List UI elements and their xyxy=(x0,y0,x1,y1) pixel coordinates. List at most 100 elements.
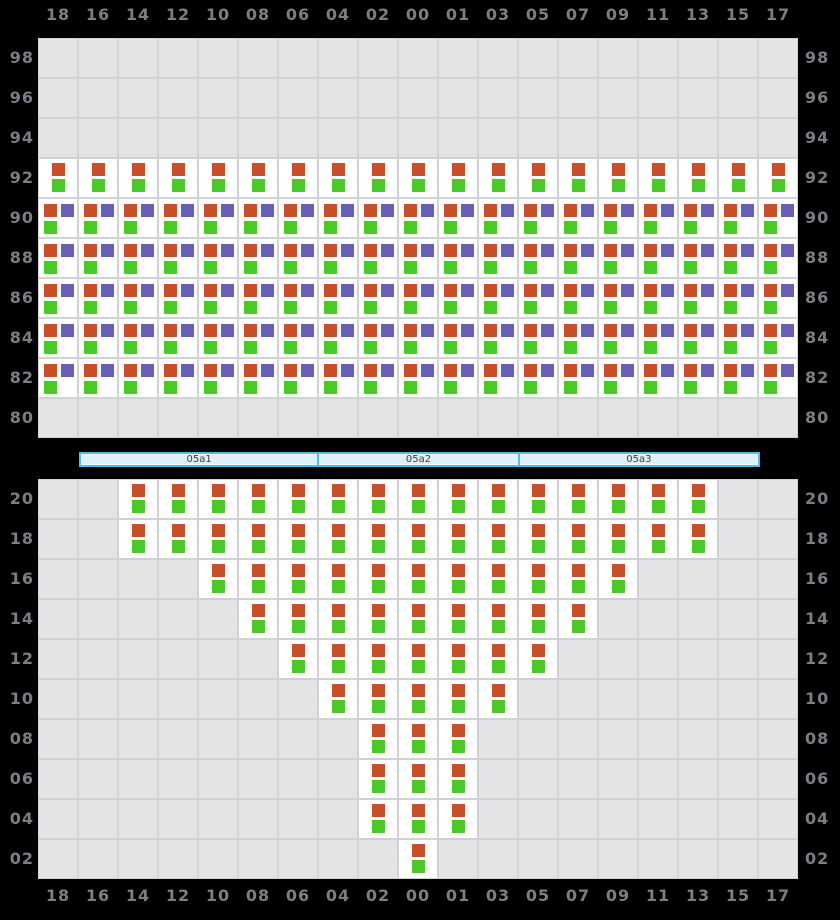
slot-14-00[interactable] xyxy=(398,599,438,639)
slot-90-07[interactable] xyxy=(558,198,598,238)
slot-82-11[interactable] xyxy=(638,358,678,398)
slot-20-05[interactable] xyxy=(518,479,558,519)
slot-04-01[interactable] xyxy=(438,799,478,839)
slot-86-03[interactable] xyxy=(478,278,518,318)
slot-16-09[interactable] xyxy=(598,559,638,599)
slot-20-11[interactable] xyxy=(638,479,678,519)
slot-88-12[interactable] xyxy=(158,238,198,278)
slot-92-08[interactable] xyxy=(238,158,278,198)
slot-02-00[interactable] xyxy=(398,839,438,879)
slot-88-07[interactable] xyxy=(558,238,598,278)
slot-88-00[interactable] xyxy=(398,238,438,278)
slot-86-15[interactable] xyxy=(718,278,758,318)
slot-18-03[interactable] xyxy=(478,519,518,559)
slot-90-10[interactable] xyxy=(198,198,238,238)
slot-90-04[interactable] xyxy=(318,198,358,238)
slot-20-04[interactable] xyxy=(318,479,358,519)
slot-20-00[interactable] xyxy=(398,479,438,519)
slot-06-00[interactable] xyxy=(398,759,438,799)
slot-06-01[interactable] xyxy=(438,759,478,799)
slot-86-05[interactable] xyxy=(518,278,558,318)
slot-86-11[interactable] xyxy=(638,278,678,318)
slot-86-12[interactable] xyxy=(158,278,198,318)
slot-20-01[interactable] xyxy=(438,479,478,519)
slot-88-09[interactable] xyxy=(598,238,638,278)
slot-86-06[interactable] xyxy=(278,278,318,318)
slot-84-17[interactable] xyxy=(758,318,798,358)
slot-20-13[interactable] xyxy=(678,479,718,519)
slot-82-09[interactable] xyxy=(598,358,638,398)
slot-84-12[interactable] xyxy=(158,318,198,358)
slot-90-18[interactable] xyxy=(38,198,78,238)
slot-86-02[interactable] xyxy=(358,278,398,318)
slot-82-14[interactable] xyxy=(118,358,158,398)
slot-20-12[interactable] xyxy=(158,479,198,519)
slot-14-06[interactable] xyxy=(278,599,318,639)
slot-82-18[interactable] xyxy=(38,358,78,398)
slot-88-04[interactable] xyxy=(318,238,358,278)
slot-86-10[interactable] xyxy=(198,278,238,318)
slot-18-06[interactable] xyxy=(278,519,318,559)
slot-92-18[interactable] xyxy=(38,158,78,198)
slot-84-14[interactable] xyxy=(118,318,158,358)
slot-14-02[interactable] xyxy=(358,599,398,639)
slot-18-11[interactable] xyxy=(638,519,678,559)
slot-92-12[interactable] xyxy=(158,158,198,198)
slot-86-17[interactable] xyxy=(758,278,798,318)
slot-18-10[interactable] xyxy=(198,519,238,559)
slot-88-17[interactable] xyxy=(758,238,798,278)
slot-88-13[interactable] xyxy=(678,238,718,278)
slot-16-00[interactable] xyxy=(398,559,438,599)
slot-86-16[interactable] xyxy=(78,278,118,318)
slot-86-07[interactable] xyxy=(558,278,598,318)
slot-86-09[interactable] xyxy=(598,278,638,318)
slot-90-00[interactable] xyxy=(398,198,438,238)
slot-88-11[interactable] xyxy=(638,238,678,278)
slot-90-17[interactable] xyxy=(758,198,798,238)
slot-04-00[interactable] xyxy=(398,799,438,839)
slot-82-00[interactable] xyxy=(398,358,438,398)
slot-84-03[interactable] xyxy=(478,318,518,358)
slot-86-18[interactable] xyxy=(38,278,78,318)
slot-20-06[interactable] xyxy=(278,479,318,519)
slot-90-08[interactable] xyxy=(238,198,278,238)
slot-10-04[interactable] xyxy=(318,679,358,719)
slot-82-06[interactable] xyxy=(278,358,318,398)
slot-90-13[interactable] xyxy=(678,198,718,238)
slot-90-05[interactable] xyxy=(518,198,558,238)
slot-10-01[interactable] xyxy=(438,679,478,719)
slot-16-01[interactable] xyxy=(438,559,478,599)
slot-92-04[interactable] xyxy=(318,158,358,198)
slot-88-18[interactable] xyxy=(38,238,78,278)
slot-16-08[interactable] xyxy=(238,559,278,599)
slot-86-00[interactable] xyxy=(398,278,438,318)
slot-20-08[interactable] xyxy=(238,479,278,519)
slot-86-08[interactable] xyxy=(238,278,278,318)
slot-90-15[interactable] xyxy=(718,198,758,238)
slot-88-16[interactable] xyxy=(78,238,118,278)
slot-14-07[interactable] xyxy=(558,599,598,639)
slot-12-02[interactable] xyxy=(358,639,398,679)
section-segment-05a3[interactable]: 05a3 xyxy=(517,454,758,465)
slot-84-13[interactable] xyxy=(678,318,718,358)
slot-82-17[interactable] xyxy=(758,358,798,398)
slot-82-15[interactable] xyxy=(718,358,758,398)
slot-90-11[interactable] xyxy=(638,198,678,238)
slot-86-14[interactable] xyxy=(118,278,158,318)
slot-92-14[interactable] xyxy=(118,158,158,198)
slot-90-01[interactable] xyxy=(438,198,478,238)
slot-84-08[interactable] xyxy=(238,318,278,358)
slot-82-02[interactable] xyxy=(358,358,398,398)
slot-84-05[interactable] xyxy=(518,318,558,358)
slot-14-01[interactable] xyxy=(438,599,478,639)
slot-92-07[interactable] xyxy=(558,158,598,198)
slot-84-16[interactable] xyxy=(78,318,118,358)
slot-82-10[interactable] xyxy=(198,358,238,398)
slot-84-02[interactable] xyxy=(358,318,398,358)
slot-12-04[interactable] xyxy=(318,639,358,679)
slot-84-11[interactable] xyxy=(638,318,678,358)
slot-90-06[interactable] xyxy=(278,198,318,238)
slot-86-01[interactable] xyxy=(438,278,478,318)
slot-20-10[interactable] xyxy=(198,479,238,519)
slot-90-02[interactable] xyxy=(358,198,398,238)
